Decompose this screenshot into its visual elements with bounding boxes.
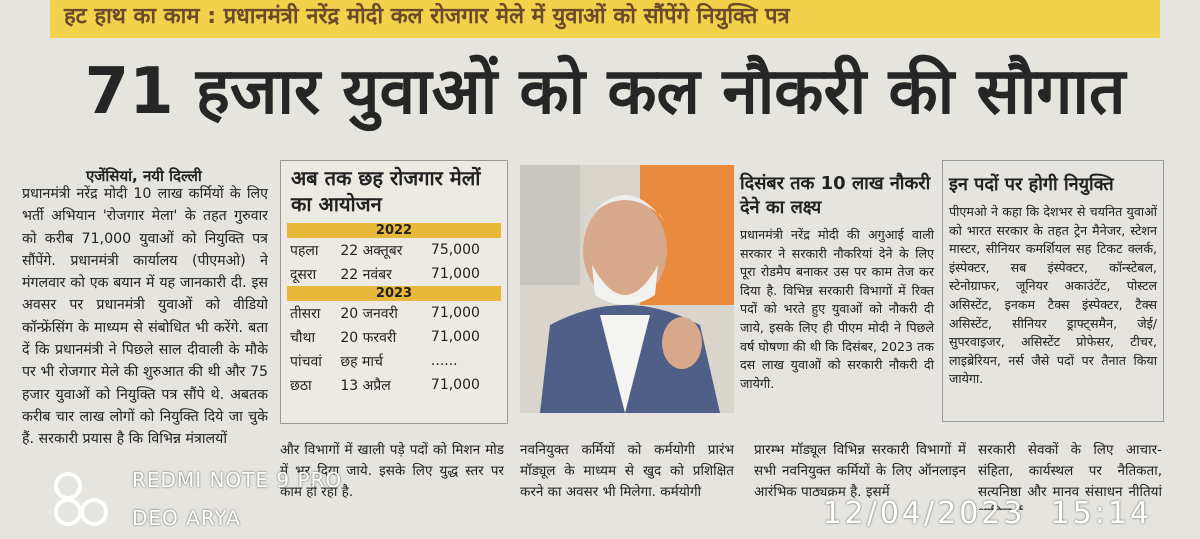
bottom-column: और विभागों में खाली पड़े पदों को मिशन मो… [280, 442, 504, 500]
section-title: दिसंबर तक 10 लाख नौकरी देने का लक्ष्य [740, 173, 931, 218]
watermark-owner: DEO ARYA [132, 506, 241, 530]
fair-date: 20 जनवरी [340, 305, 398, 322]
fair-row: छठा 13 अप्रैल 71,000 [287, 373, 501, 397]
fair-row: पहला 22 अक्तूबर 75,000 [287, 238, 501, 262]
bottom-column: प्रारम्भ मॉड्यूल विभिन्न सरकारी विभागों … [754, 442, 966, 500]
fair-date: छह मार्च [340, 353, 383, 370]
fair-date: 22 नवंबर [340, 266, 392, 283]
target-section: दिसंबर तक 10 लाख नौकरी देने का लक्ष्य प्… [740, 172, 934, 393]
section-text: पीएमओ ने कहा कि देशभर से चयनित युवाओं को… [949, 204, 1157, 387]
fair-count: 71,000 [430, 266, 480, 282]
fair-date: 22 अक्तूबर [340, 242, 403, 259]
bottom-column: नवनियुक्त कर्मियों को कर्मयोगी प्रारंभ म… [520, 442, 734, 500]
fair-count: 71,000 [430, 377, 480, 393]
fair-count: ...... [430, 353, 458, 369]
fair-ordinal: पांचवां [290, 353, 322, 370]
camera-logo [54, 472, 108, 526]
year: 2022 [287, 223, 501, 238]
article-text: प्रधानमंत्री नरेंद्र मोदी 10 लाख कर्मियो… [22, 186, 268, 448]
fair-count: 71,000 [430, 305, 480, 321]
fair-row: दूसरा 22 नवंबर 71,000 [287, 262, 501, 286]
year: 2023 [287, 286, 501, 301]
fair-row: पांचवां छह मार्च...... [287, 349, 501, 373]
fairs-table: 2022 पहला 22 अक्तूबर 75,000 दूसरा 22 नवंबर 71,… [287, 223, 501, 397]
year-row: 2022 [287, 223, 501, 238]
section-title: इन पदों पर होगी नियुक्ति [949, 174, 1114, 195]
photo [520, 165, 734, 413]
box-title: अब तक छह रोजगार मेलों का आयोजन [291, 166, 481, 216]
fair-ordinal: तीसरा [290, 305, 321, 322]
fair-count: 75,000 [430, 242, 480, 258]
fair-row: तीसरा 20 जनवरी 71,000 [287, 301, 501, 325]
section-text: प्रधानमंत्री नरेंद्र मोदी की अगुआई वाली … [740, 227, 934, 391]
posts-section: इन पदों पर होगी नियुक्ति पीएमओ ने कहा कि… [942, 160, 1164, 422]
fair-ordinal: पहला [290, 242, 319, 259]
fair-count: 71,000 [430, 329, 480, 345]
fair-ordinal: चौथा [290, 329, 316, 346]
fair-row: चौथा 20 फरवरी 71,000 [287, 325, 501, 349]
fair-date: 20 फरवरी [340, 329, 397, 346]
top-strip: हट हाथ का काम : प्रधानमंत्री नरेंद्र मोद… [50, 0, 1160, 38]
fairs-box: अब तक छह रोजगार मेलों का आयोजन 2022 पहला 2… [280, 160, 508, 424]
fair-date: 13 अप्रैल [340, 377, 391, 394]
watermark-timestamp: 12/04/2023 15:14 [822, 496, 1152, 531]
watermark-device: REDMI NOTE 9 PRO [132, 468, 343, 492]
headline: 71 हजार युवाओं को कल नौकरी की सौगात [84, 55, 1126, 129]
fair-ordinal: दूसरा [290, 266, 317, 283]
byline: एजेंसियां, नयी दिल्ली [86, 167, 202, 185]
year-row: 2023 [287, 286, 501, 301]
fair-ordinal: छठा [290, 377, 312, 394]
bottom-column: सरकारी सेवकों के लिए आचार-संहिता, कार्यस… [978, 442, 1162, 510]
